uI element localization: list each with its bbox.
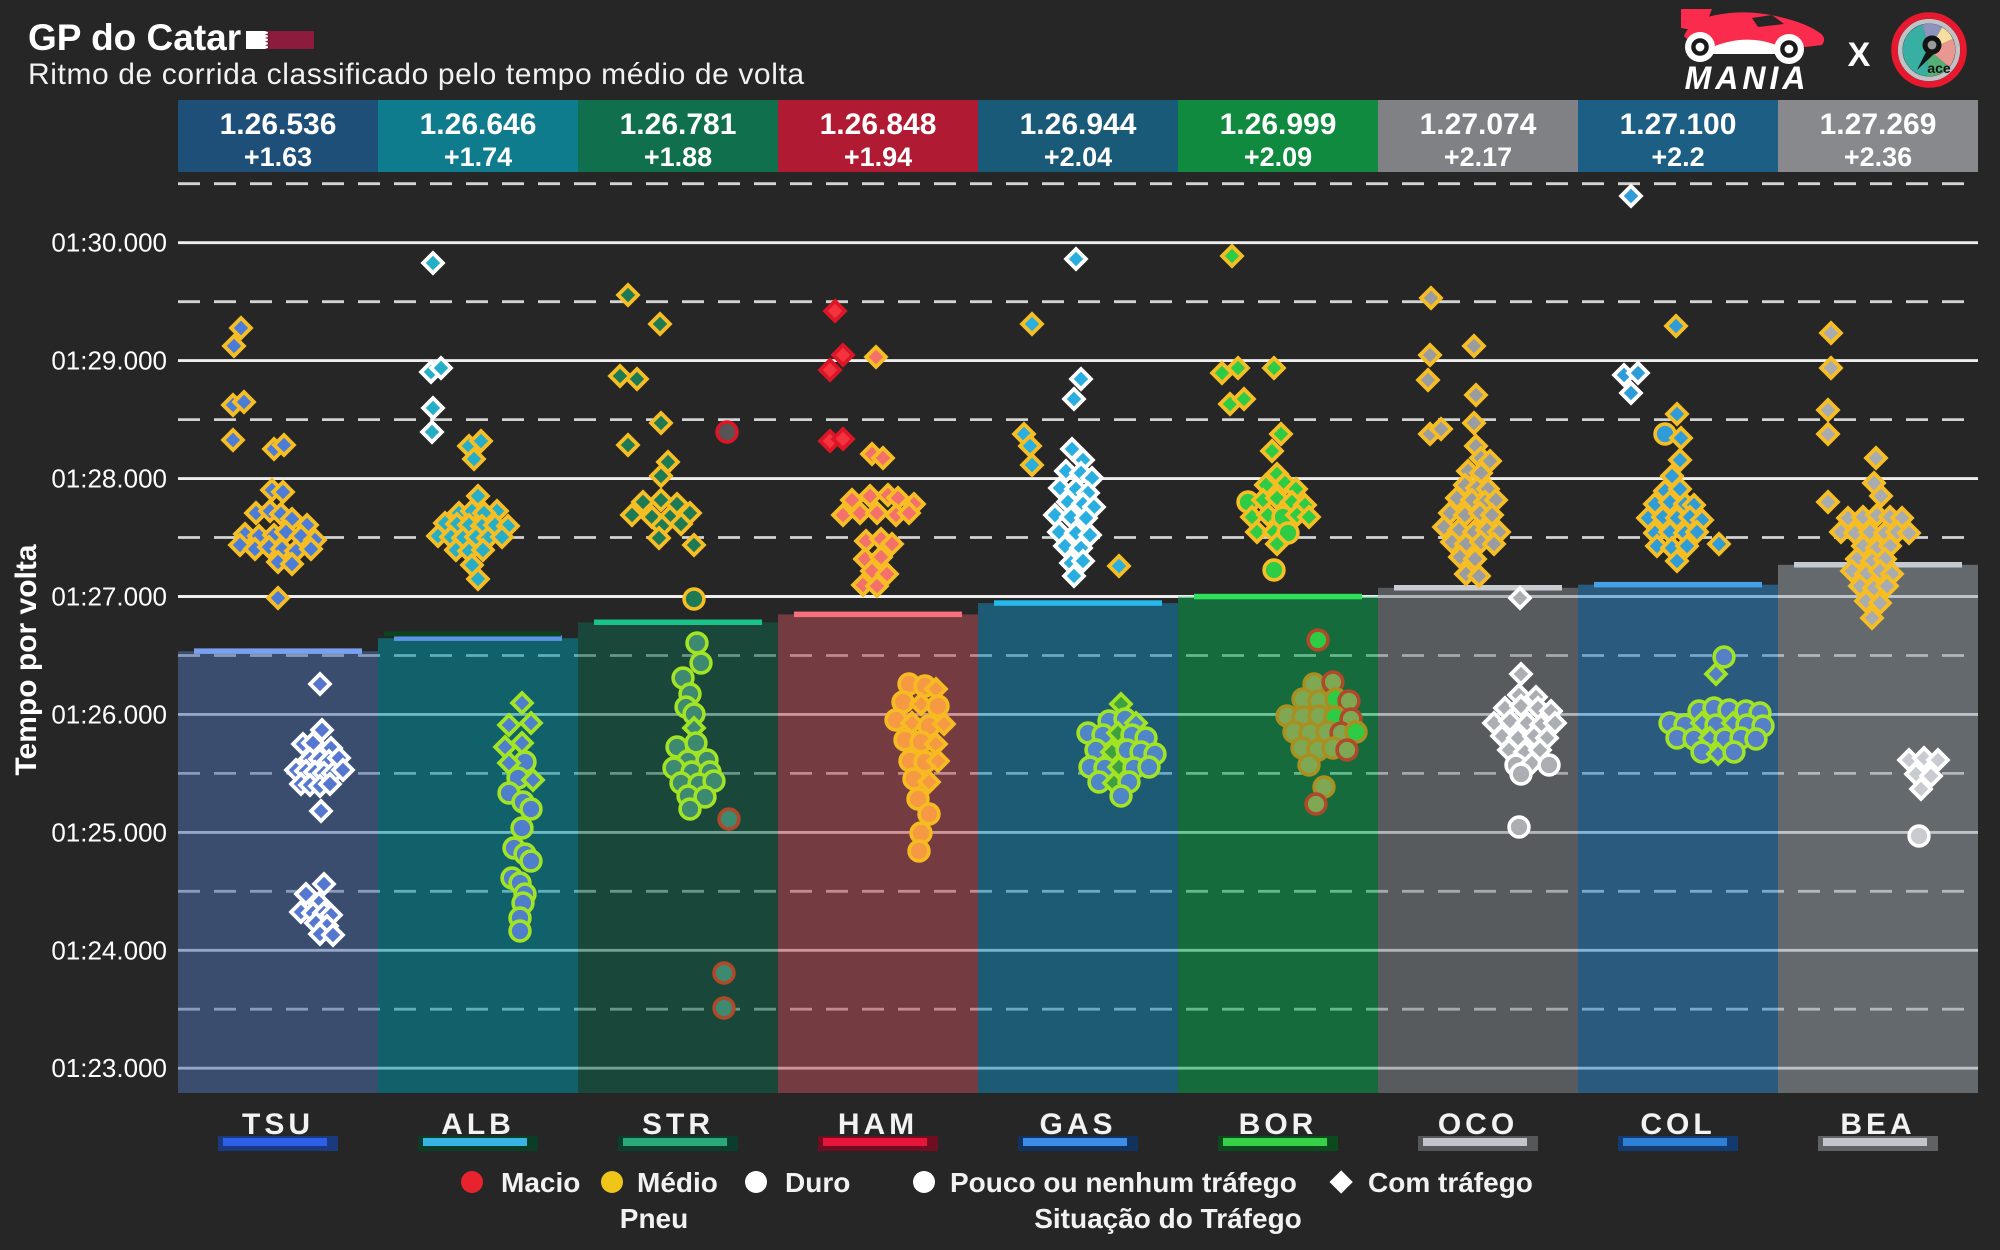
svg-text:Macio: Macio — [501, 1167, 580, 1198]
svg-text:01:25.000: 01:25.000 — [51, 817, 167, 847]
svg-text:01:29.000: 01:29.000 — [51, 346, 167, 376]
svg-text:+2.04: +2.04 — [1044, 142, 1112, 172]
svg-text:+2.09: +2.09 — [1244, 142, 1312, 172]
svg-text:Com tráfego: Com tráfego — [1368, 1167, 1533, 1198]
svg-text:1.27.269: 1.27.269 — [1820, 108, 1937, 141]
svg-text:Tempo por volta: Tempo por volta — [10, 544, 43, 775]
svg-text:1.26.848: 1.26.848 — [820, 108, 937, 141]
svg-text:01:30.000: 01:30.000 — [51, 228, 167, 258]
svg-text:+1.74: +1.74 — [444, 142, 512, 172]
svg-text:+1.88: +1.88 — [644, 142, 712, 172]
svg-text:Médio: Médio — [637, 1167, 718, 1198]
svg-text:+2.36: +2.36 — [1844, 142, 1912, 172]
svg-text:STR: STR — [642, 1108, 714, 1141]
svg-text:TSU: TSU — [242, 1108, 314, 1141]
svg-text:01:28.000: 01:28.000 — [51, 464, 167, 494]
svg-text:1.26.944: 1.26.944 — [1020, 108, 1137, 141]
svg-text:01:24.000: 01:24.000 — [51, 935, 167, 965]
svg-text:COL: COL — [1640, 1108, 1715, 1141]
svg-text:+1.94: +1.94 — [844, 142, 912, 172]
svg-text:1.27.100: 1.27.100 — [1620, 108, 1737, 141]
svg-text:X: X — [1848, 36, 1871, 74]
svg-text:1.26.999: 1.26.999 — [1220, 108, 1337, 141]
svg-text:Pouco ou nenhum tráfego: Pouco ou nenhum tráfego — [950, 1167, 1297, 1198]
svg-text:1.27.074: 1.27.074 — [1420, 108, 1537, 141]
svg-text:OCO: OCO — [1438, 1108, 1518, 1141]
svg-text:Situação do Tráfego: Situação do Tráfego — [1034, 1203, 1302, 1234]
svg-text:Duro: Duro — [785, 1167, 850, 1198]
svg-text:Pneu: Pneu — [620, 1203, 688, 1234]
svg-text:GP do Catar: GP do Catar — [28, 17, 241, 58]
svg-text:1.26.536: 1.26.536 — [220, 108, 337, 141]
svg-text:01:23.000: 01:23.000 — [51, 1053, 167, 1083]
svg-text:MANIA: MANIA — [1685, 60, 1810, 96]
svg-text:+2.2: +2.2 — [1651, 142, 1704, 172]
svg-text:+1.63: +1.63 — [244, 142, 312, 172]
svg-text:ALB: ALB — [441, 1108, 515, 1141]
svg-text:+2.17: +2.17 — [1444, 142, 1512, 172]
svg-text:GAS: GAS — [1039, 1108, 1116, 1141]
svg-text:1.26.781: 1.26.781 — [620, 108, 737, 141]
svg-text:ace: ace — [1927, 60, 1951, 76]
svg-text:01:26.000: 01:26.000 — [51, 699, 167, 729]
svg-text:1.26.646: 1.26.646 — [420, 108, 537, 141]
svg-text:01:27.000: 01:27.000 — [51, 582, 167, 612]
svg-text:BEA: BEA — [1840, 1108, 1915, 1141]
svg-text:HAM: HAM — [838, 1108, 918, 1141]
svg-text:Ritmo de corrida classificado: Ritmo de corrida classificado pelo tempo… — [28, 58, 805, 91]
svg-text:BOR: BOR — [1239, 1108, 1318, 1141]
